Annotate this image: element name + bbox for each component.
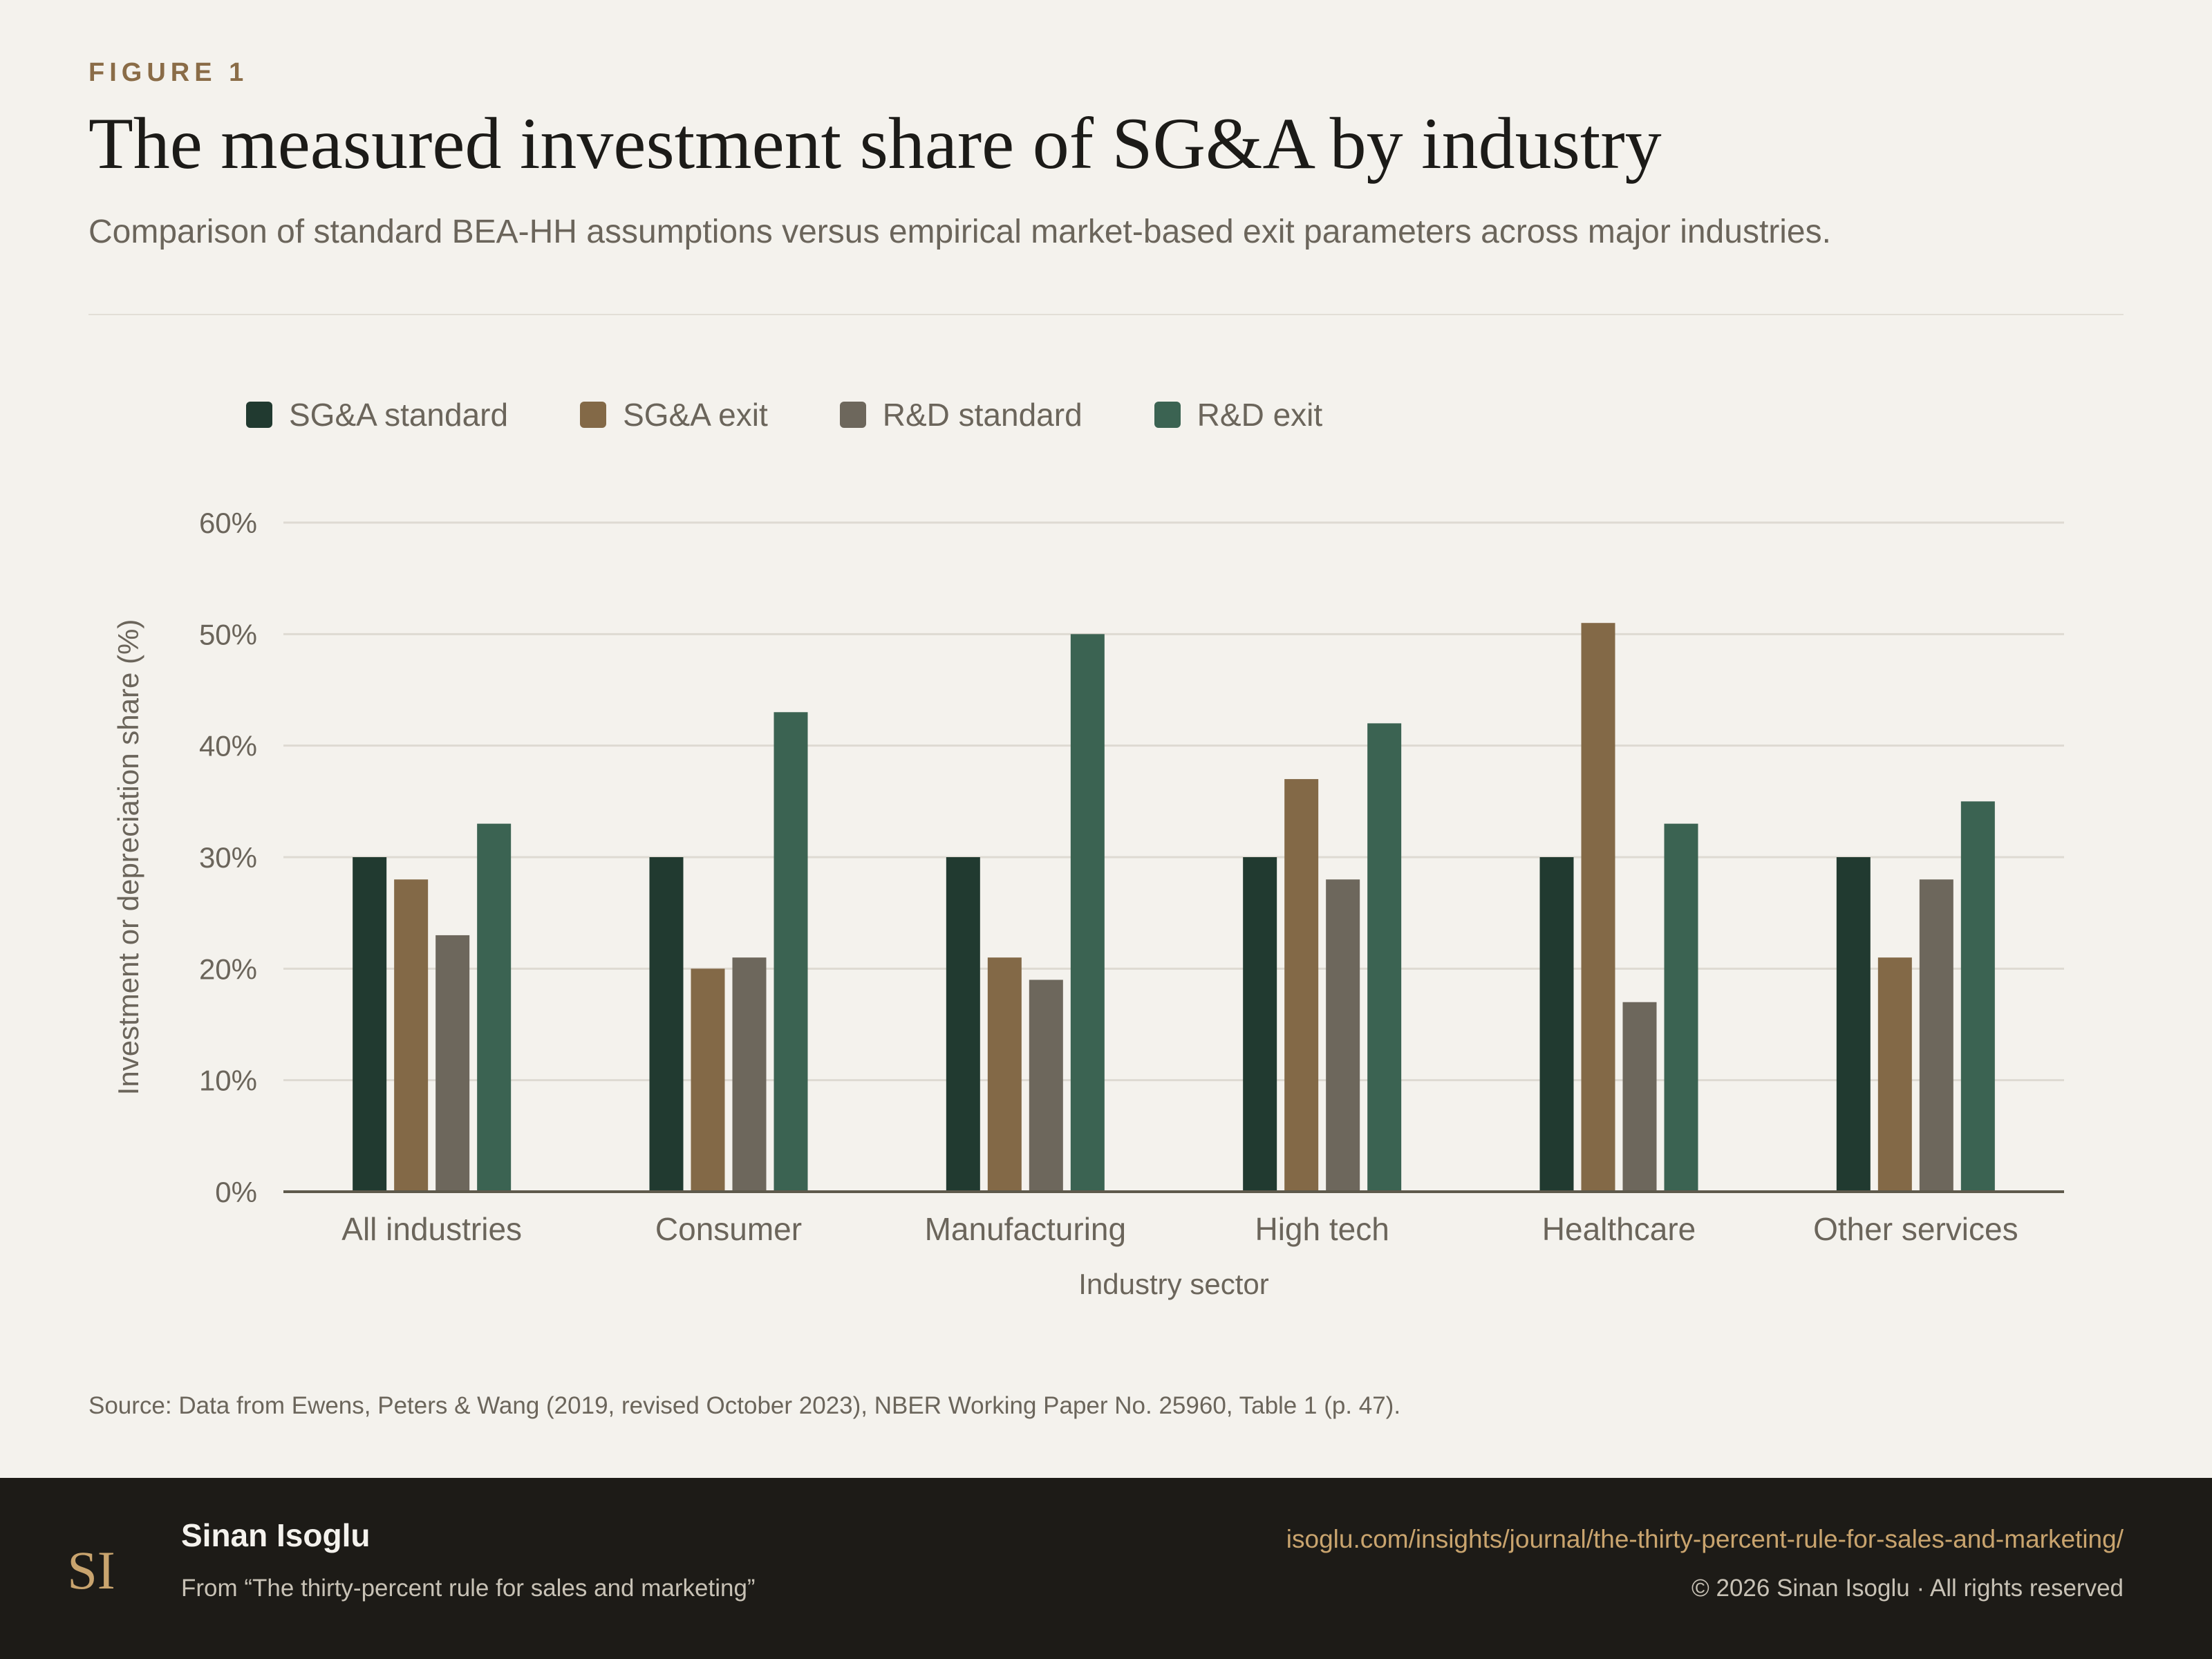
legend-swatch bbox=[839, 402, 866, 428]
y-tick-label: 50% bbox=[199, 618, 257, 650]
bar bbox=[987, 957, 1022, 1192]
bar bbox=[649, 857, 684, 1192]
bar bbox=[477, 823, 512, 1192]
figure-eyebrow: FIGURE 1 bbox=[88, 58, 249, 87]
legend-swatch bbox=[246, 402, 272, 428]
source-note: Source: Data from Ewens, Peters & Wang (… bbox=[88, 1392, 1401, 1419]
bar bbox=[1622, 1002, 1657, 1192]
bar bbox=[691, 968, 725, 1192]
header-divider bbox=[88, 314, 2124, 315]
y-tick-label: 10% bbox=[199, 1065, 257, 1097]
author-name: Sinan Isoglu bbox=[181, 1517, 371, 1553]
legend-item-sga-standard: SG&A standard bbox=[246, 396, 508, 433]
x-tick-label: Other services bbox=[1813, 1211, 2018, 1247]
y-tick-label: 0% bbox=[215, 1176, 257, 1208]
bar-chart: 0% 10% 20% 30% 40% 50% 60% All industries Consum… bbox=[112, 507, 2064, 1300]
bar bbox=[1581, 623, 1615, 1192]
bar bbox=[435, 935, 470, 1192]
bar bbox=[1367, 723, 1402, 1192]
legend-swatch bbox=[580, 402, 607, 428]
footer: SI Sinan Isoglu From “The thirty-percent… bbox=[0, 1478, 2212, 1659]
x-tick-label: High tech bbox=[1255, 1211, 1389, 1247]
x-tick-label: Consumer bbox=[655, 1211, 802, 1247]
legend-item-sga-exit: SG&A exit bbox=[580, 396, 768, 433]
bar bbox=[946, 857, 980, 1192]
bar bbox=[774, 712, 808, 1192]
bar bbox=[1326, 879, 1360, 1192]
bar bbox=[353, 857, 387, 1192]
y-tick-label: 20% bbox=[199, 953, 257, 985]
bar bbox=[732, 957, 767, 1192]
bar bbox=[1960, 801, 1995, 1192]
legend-label: SG&A standard bbox=[289, 397, 509, 433]
author-logo: SI bbox=[67, 1540, 115, 1600]
axis-ticks: 0% 10% 20% 30% 40% 50% 60% All industries Consum… bbox=[199, 507, 2018, 1247]
bar bbox=[394, 879, 429, 1192]
bar bbox=[1836, 857, 1871, 1192]
bar bbox=[1070, 634, 1105, 1192]
x-tick-label: All industries bbox=[341, 1211, 522, 1247]
bar bbox=[1877, 957, 1912, 1192]
bar bbox=[1664, 823, 1698, 1192]
x-tick-label: Healthcare bbox=[1542, 1211, 1696, 1247]
legend-label: R&D exit bbox=[1197, 397, 1323, 433]
grid-lines bbox=[283, 521, 2064, 1082]
y-tick-label: 60% bbox=[199, 507, 257, 539]
chart-legend: SG&A standard SG&A exit R&D standard R&D… bbox=[246, 394, 1394, 435]
y-tick-label: 40% bbox=[199, 730, 257, 762]
bar bbox=[1919, 879, 1953, 1192]
figure-title: The measured investment share of SG&A by… bbox=[88, 103, 1662, 184]
article-url-link[interactable]: isoglu.com/insights/journal/the-thirty-p… bbox=[1286, 1525, 2124, 1553]
x-axis-title: Industry sector bbox=[1078, 1268, 1268, 1300]
bars bbox=[353, 623, 1995, 1192]
bar bbox=[1284, 779, 1319, 1192]
figure-subtitle: Comparison of standard BEA-HH assumption… bbox=[88, 214, 1831, 250]
copyright-notice: © 2026 Sinan Isoglu · All rights reserve… bbox=[1691, 1575, 2124, 1602]
x-tick-label: Manufacturing bbox=[925, 1211, 1127, 1247]
bar bbox=[1539, 857, 1574, 1192]
legend-item-rd-exit: R&D exit bbox=[1154, 396, 1322, 433]
bar bbox=[1243, 857, 1277, 1192]
bar bbox=[1029, 980, 1063, 1192]
y-tick-label: 30% bbox=[199, 841, 257, 874]
logo-monogram: SI bbox=[67, 1540, 115, 1600]
legend-swatch bbox=[1154, 402, 1181, 428]
article-reference: From “The thirty-percent rule for sales … bbox=[181, 1575, 756, 1602]
legend-label: SG&A exit bbox=[623, 397, 768, 433]
legend-label: R&D standard bbox=[882, 397, 1082, 433]
legend-item-rd-standard: R&D standard bbox=[839, 396, 1082, 433]
y-axis-title: Investment or depreciation share (%) bbox=[112, 619, 144, 1096]
